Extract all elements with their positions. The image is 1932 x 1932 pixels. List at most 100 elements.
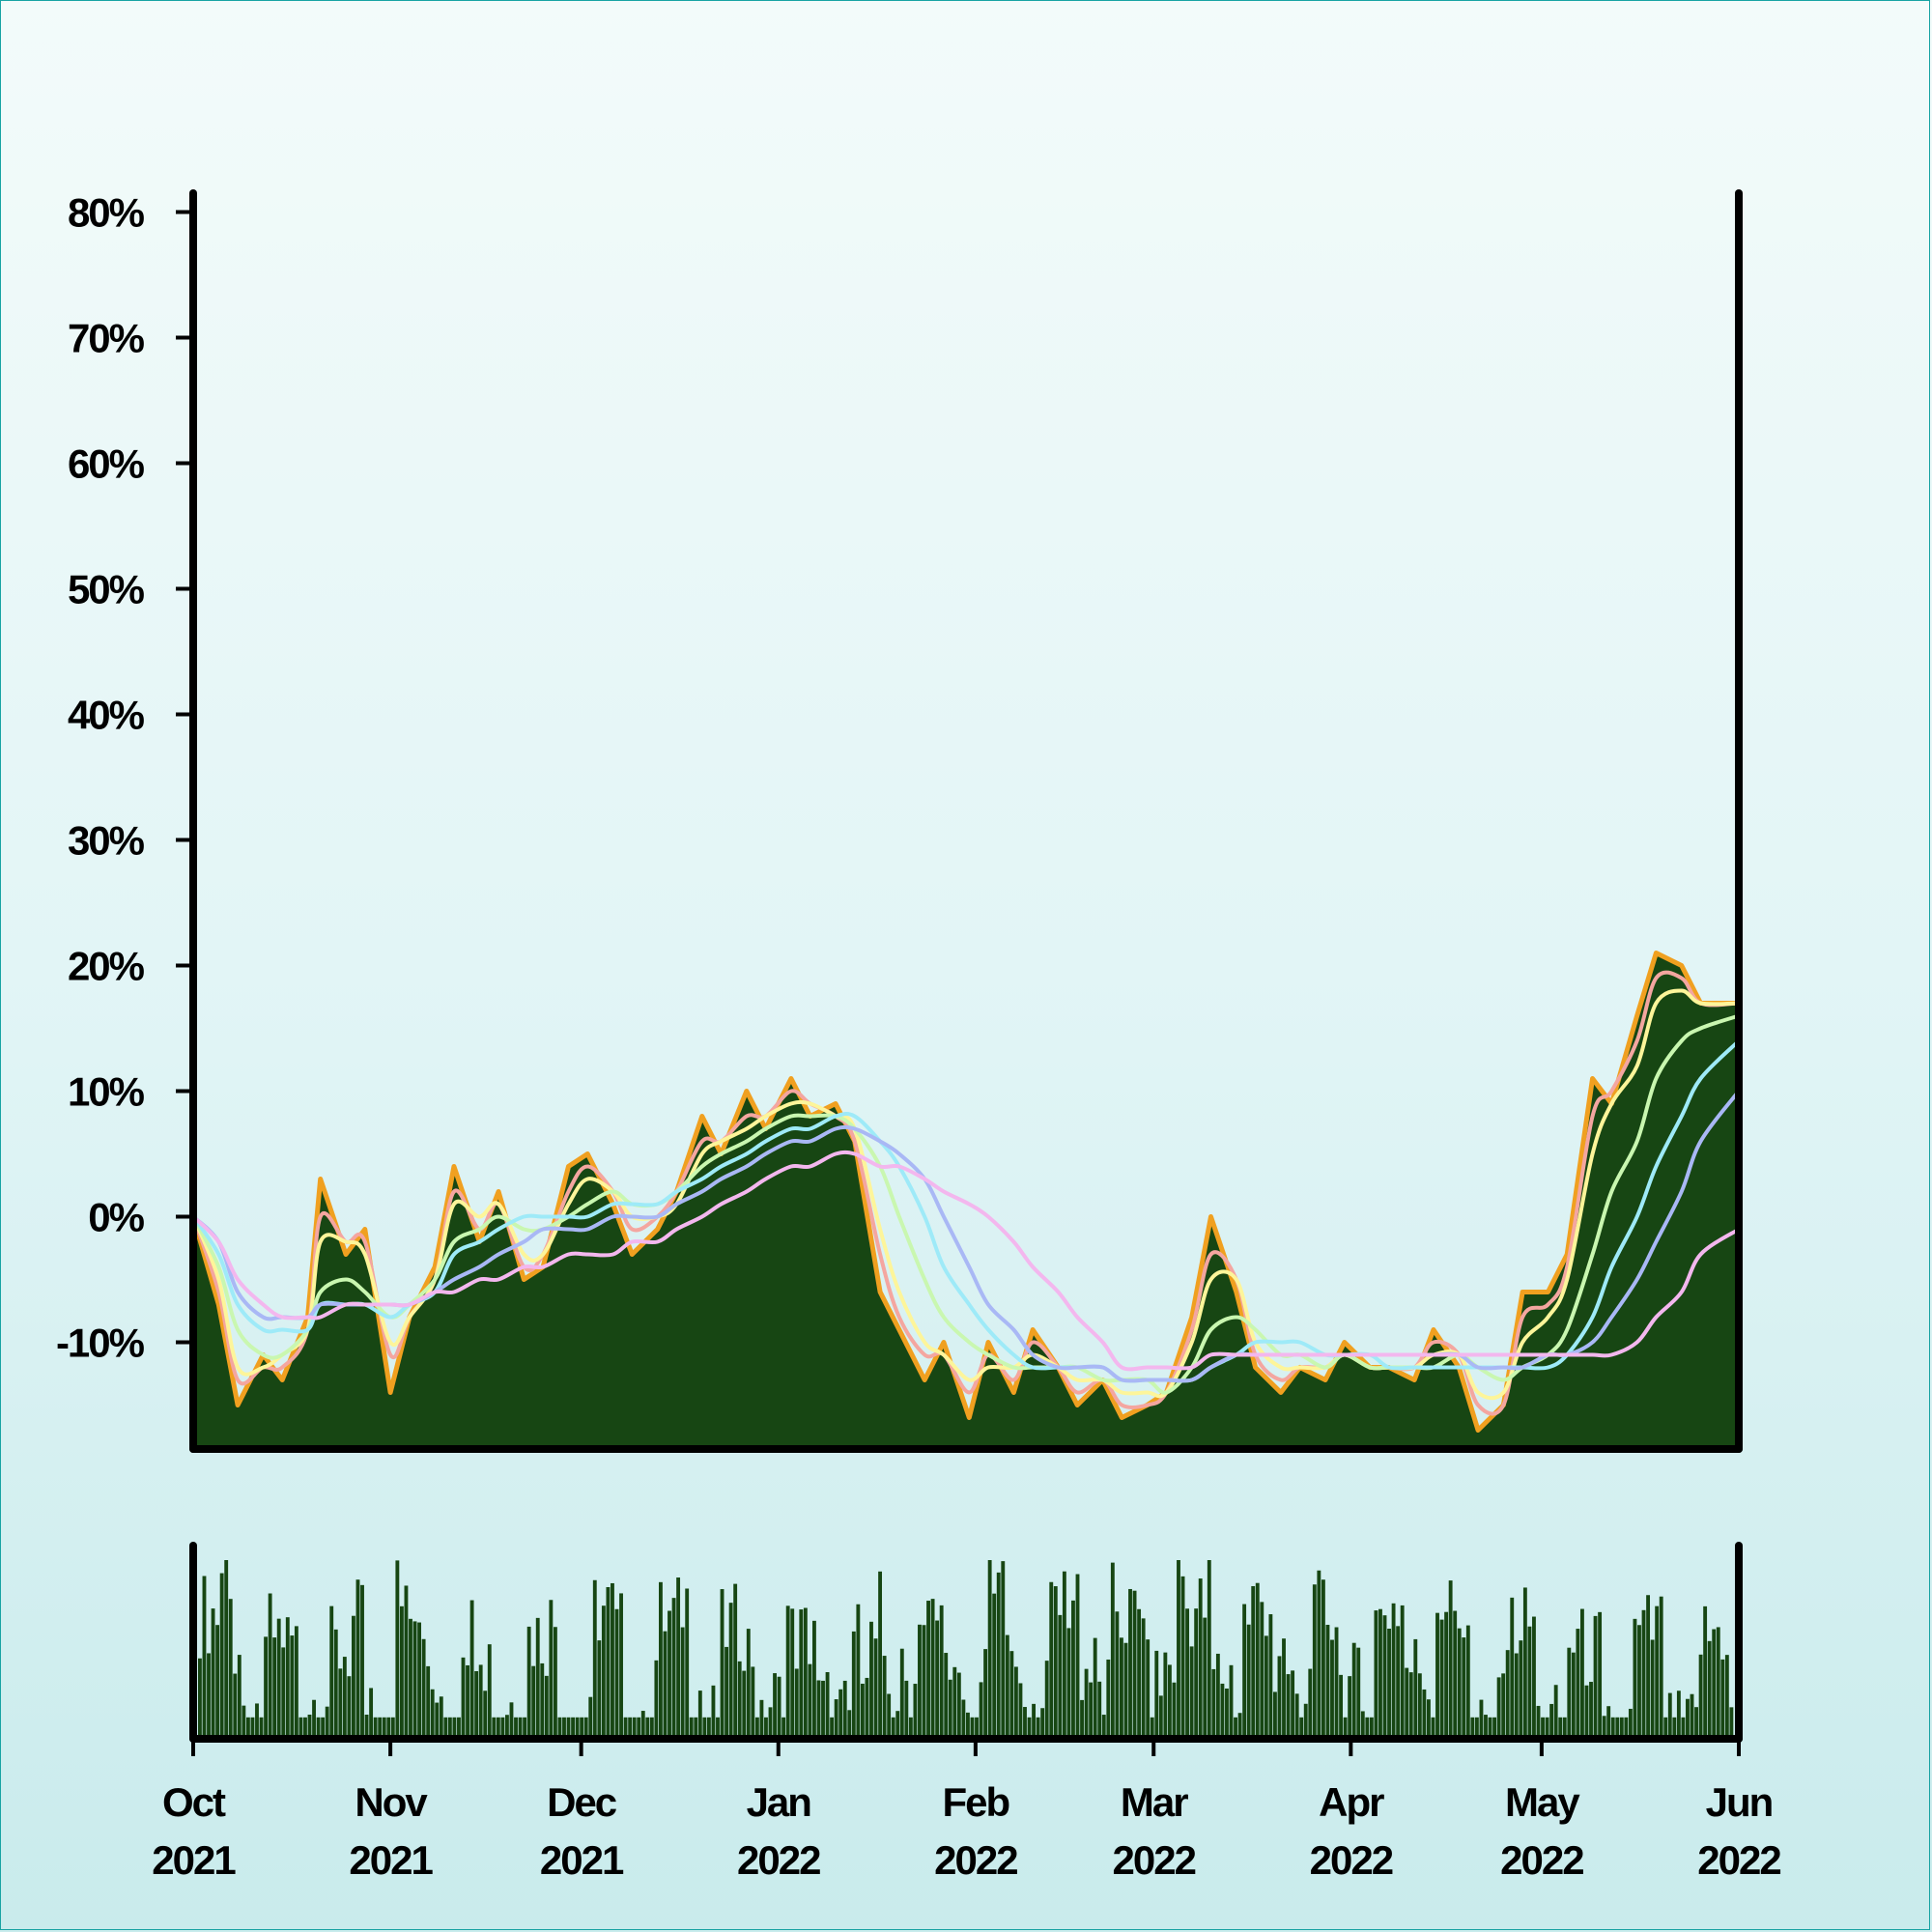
x-tick-label-month: Oct (162, 1779, 226, 1825)
y-tick-label: -10% (56, 1321, 145, 1366)
volume-bar (1690, 1693, 1694, 1739)
x-tick-labels: Oct 2021 Nov 2021 Dec 2021 Jan 2022 Feb 2022 Mar 20… (152, 1779, 1782, 1883)
volume-bar (697, 1690, 702, 1739)
x-tick-label-year: 2022 (1697, 1837, 1780, 1883)
volume-bar (781, 1717, 786, 1739)
volume-bar (264, 1636, 269, 1739)
volume-bar (1339, 1674, 1344, 1739)
x-tick-label-month: Apr (1319, 1779, 1384, 1825)
moving-average-line-4 (191, 1038, 1741, 1383)
volume-bar (1598, 1611, 1603, 1739)
x-tick-label-month: May (1505, 1779, 1580, 1825)
volume-bar (1071, 1600, 1075, 1739)
volume-bar (369, 1688, 374, 1739)
volume-bar (764, 1717, 768, 1739)
volume-bar (580, 1717, 584, 1739)
volume-bar (1628, 1708, 1633, 1739)
volume-bar (878, 1571, 883, 1739)
volume-bar (342, 1657, 347, 1739)
volume-bar (430, 1689, 435, 1739)
volume-bar (668, 1610, 671, 1739)
volume-bar (737, 1661, 742, 1739)
volume-bar (728, 1603, 733, 1739)
volume-bar (1308, 1668, 1313, 1739)
volume-bar (439, 1696, 443, 1739)
volume-bar (588, 1696, 593, 1739)
volume-bar (421, 1638, 426, 1739)
volume-bar (1510, 1597, 1515, 1739)
volume-bar (237, 1655, 242, 1739)
volume-bar (922, 1625, 926, 1739)
volume-bar (838, 1689, 843, 1739)
volume-bar (1729, 1707, 1734, 1739)
volume-bar (417, 1622, 422, 1739)
volume-bar (842, 1680, 847, 1739)
volume-bar (891, 1717, 895, 1739)
volume-bar (808, 1663, 812, 1739)
volume-bar (1633, 1618, 1637, 1739)
volume-bar (1234, 1717, 1237, 1739)
volume-bar (794, 1668, 799, 1739)
volume-bar (1496, 1677, 1501, 1739)
volume-bar (1321, 1579, 1325, 1739)
volume-bar (671, 1598, 676, 1739)
volume-bar (649, 1717, 654, 1739)
volume-bar (956, 1672, 961, 1739)
volume-bar (474, 1671, 479, 1739)
volume-bar (233, 1673, 238, 1739)
volume-bar (540, 1662, 545, 1739)
volume-bar (390, 1717, 395, 1739)
volume-bar (1132, 1590, 1137, 1739)
volume-bar (426, 1665, 431, 1739)
volume-bar (259, 1717, 264, 1739)
volume-bar (592, 1579, 597, 1739)
volume-bar (583, 1717, 588, 1739)
moving-average-layer (191, 970, 1741, 1416)
volume-bar (219, 1573, 224, 1739)
volume-bar (1672, 1717, 1677, 1739)
volume-bar (663, 1631, 668, 1739)
volume-bar (966, 1712, 970, 1739)
volume-bar (1400, 1605, 1405, 1739)
volume-bar (1215, 1653, 1220, 1739)
y-tick-labels: -10% 0% 10% 20% 30% 40% 50% 60% 70% 80% (56, 190, 147, 1366)
volume-bar (1584, 1685, 1589, 1739)
volume-bar (487, 1644, 492, 1739)
x-tick-label-year: 2021 (540, 1837, 624, 1883)
volume-bar (1325, 1625, 1330, 1739)
volume-bar (1141, 1618, 1146, 1739)
volume-bar (1422, 1689, 1427, 1739)
volume-bar (856, 1604, 861, 1739)
volume-bar (1154, 1650, 1159, 1739)
x-tick-label-month: Feb (943, 1779, 1009, 1825)
volume-bar (355, 1579, 360, 1739)
volume-bar (325, 1706, 329, 1739)
x-tick-label-month: Jun (1706, 1779, 1773, 1825)
x-tick-label-year: 2021 (152, 1837, 236, 1883)
volume-bar (500, 1717, 505, 1739)
volume-bar (702, 1717, 707, 1739)
volume-bar (1255, 1582, 1260, 1739)
volume-bar (457, 1717, 461, 1739)
x-tick-label-year: 2022 (934, 1837, 1017, 1883)
volume-bar (913, 1684, 918, 1739)
volume-bar (1724, 1655, 1729, 1739)
volume-bar (1610, 1717, 1615, 1739)
volume-bar (1251, 1585, 1256, 1739)
volume-bar (1650, 1639, 1655, 1739)
volume-bar (816, 1680, 821, 1739)
volume-bar (992, 1593, 997, 1739)
y-tick-label: 0% (88, 1195, 144, 1240)
volume-bar (523, 1717, 527, 1739)
volume-bar (1286, 1674, 1291, 1739)
volume-bar (1444, 1611, 1449, 1739)
volume-bar (382, 1717, 386, 1739)
volume-bar (1465, 1625, 1470, 1739)
volume-bar (1097, 1681, 1102, 1739)
volume-bar (1606, 1706, 1611, 1739)
volume-bar (1427, 1699, 1431, 1739)
volume-bar (1562, 1717, 1567, 1739)
y-tick-label: 10% (68, 1069, 145, 1115)
volume-bar (777, 1676, 781, 1739)
